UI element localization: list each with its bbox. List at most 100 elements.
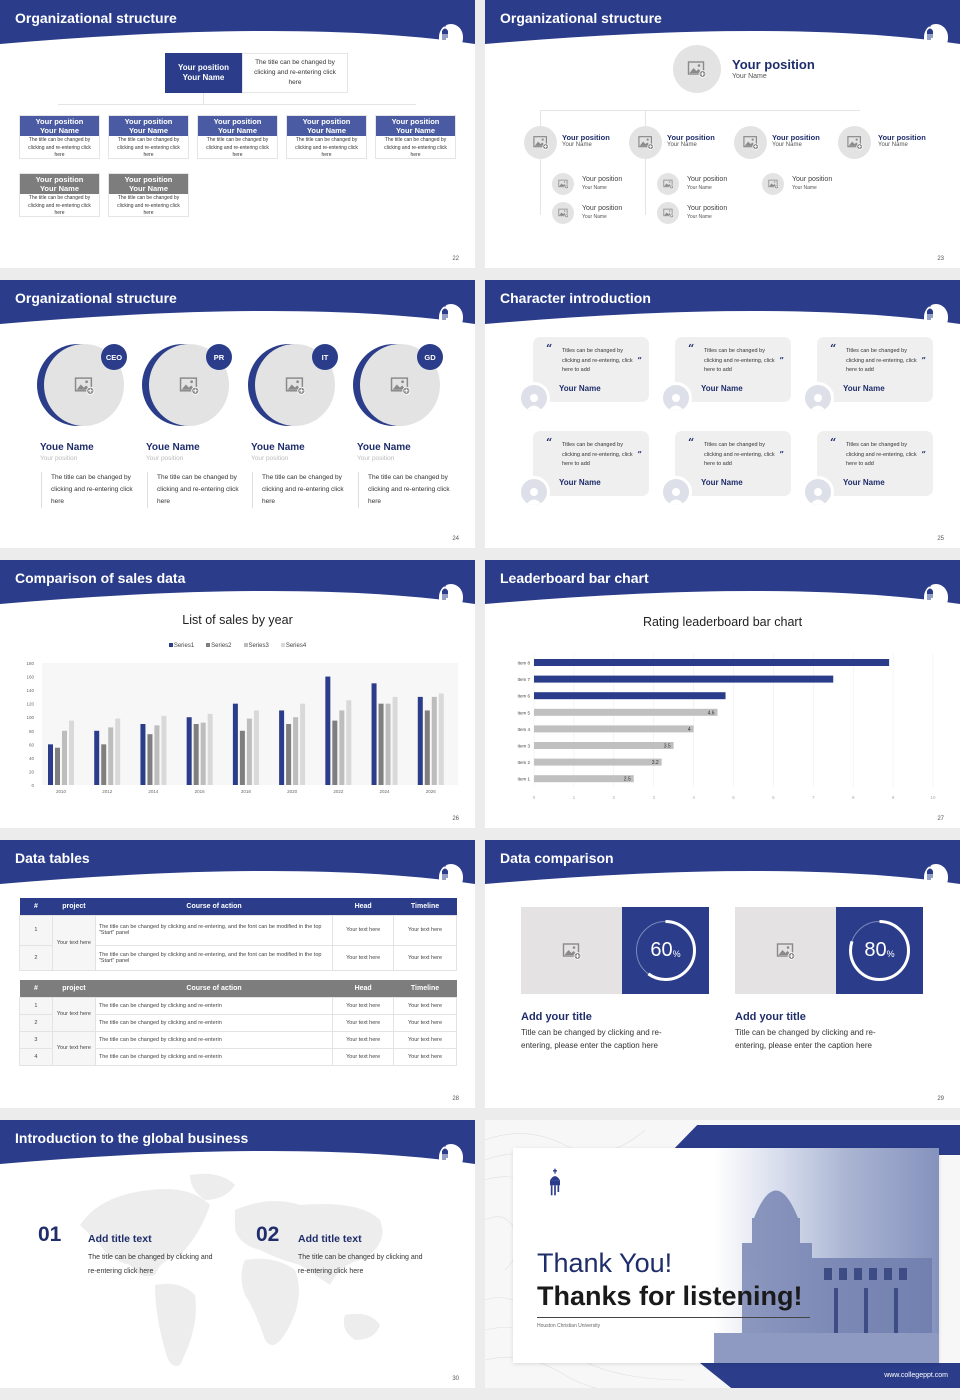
cell-head: Your text here — [332, 1030, 395, 1049]
slide-29-data-comparison[interactable]: Data comparison 60% Add your title Title… — [485, 840, 960, 1108]
name-label: Your Name — [128, 126, 169, 135]
svg-text:Item 8: Item 8 — [517, 661, 530, 666]
testimonial-card[interactable]: “ Titles can be changed by clicking and … — [533, 337, 649, 402]
page-number: 27 — [937, 816, 944, 822]
percent-value: 60 — [650, 939, 673, 961]
col-header-timeline: Timeline — [393, 898, 457, 915]
col-header-project: project — [52, 980, 96, 997]
slide-27-leaderboard[interactable]: Leaderboard bar chart Rating leaderboard… — [485, 560, 960, 828]
top-description: The title can be changed by clicking and… — [242, 53, 348, 93]
cell-timeline: Your text here — [393, 1047, 457, 1066]
decorative-band — [700, 1363, 960, 1388]
image-placeholder[interactable] — [762, 173, 784, 195]
table-row[interactable]: 3 Your text here The title can be change… — [19, 1030, 457, 1066]
svg-text:2022: 2022 — [333, 789, 344, 794]
slide-header: Character introduction — [485, 280, 960, 330]
member-photo[interactable]: GD — [353, 344, 443, 429]
col-header-num: # — [19, 980, 53, 997]
slide-23-org-structure[interactable]: Organizational structure Your position Y… — [485, 0, 960, 268]
position-label: Your position — [582, 205, 623, 212]
cell-head: Your text here — [332, 996, 395, 1015]
university-logo-icon — [549, 1167, 561, 1197]
org-card[interactable]: Your position Your Name The title can be … — [108, 173, 189, 217]
image-placeholder[interactable] — [657, 173, 679, 195]
svg-text:3.5: 3.5 — [664, 744, 671, 750]
testimonial-card[interactable]: “ Titles can be changed by clicking and … — [675, 337, 791, 402]
page-number: 25 — [937, 536, 944, 542]
connector-line — [540, 110, 860, 111]
slide-28-data-tables[interactable]: Data tables # project Course of action H… — [0, 840, 475, 1108]
slide-title: Leaderboard bar chart — [500, 570, 649, 586]
item-number: 02 — [256, 1223, 280, 1246]
quote-open-icon: “ — [830, 342, 837, 355]
name-label: Your Name — [39, 184, 80, 193]
org-card[interactable]: Your position Your Name The title can be … — [19, 115, 100, 159]
website-link[interactable]: www.collegeppt.com — [884, 1372, 948, 1379]
slide-26-sales-chart[interactable]: Comparison of sales data List of sales b… — [0, 560, 475, 828]
member-position: Your position — [146, 455, 184, 462]
org-card[interactable]: Your position Your Name The title can be … — [197, 115, 278, 159]
testimonial-card[interactable]: “ Titles can be changed by clicking and … — [817, 337, 933, 402]
testimonial-text: Titles can be changed by clicking and re… — [704, 348, 775, 373]
slide-30-global-business[interactable]: Introduction to the global business 01 A… — [0, 1120, 475, 1388]
image-placeholder[interactable] — [657, 202, 679, 224]
university-logo-icon — [439, 304, 463, 330]
testimonial-card[interactable]: “ Titles can be changed by clicking and … — [533, 431, 649, 496]
image-placeholder[interactable] — [838, 126, 871, 159]
testimonial-card[interactable]: “ Titles can be changed by clicking and … — [675, 431, 791, 496]
member-photo[interactable]: IT — [248, 344, 338, 429]
svg-text:0: 0 — [533, 795, 536, 800]
image-placeholder[interactable] — [734, 126, 767, 159]
svg-text:7: 7 — [812, 795, 815, 800]
slide-title: Organizational structure — [15, 290, 177, 306]
slide-22-org-structure[interactable]: Organizational structure Your position Y… — [0, 0, 475, 268]
svg-text:0: 0 — [31, 783, 34, 788]
cell-timeline: Your text here — [393, 944, 457, 971]
item-description: The title can be changed by clicking and… — [298, 1254, 423, 1275]
page-number: 30 — [452, 1376, 459, 1382]
slide-header: Organizational structure — [0, 280, 475, 330]
slide-24-org-structure[interactable]: Organizational structure CEO Youe Name Y… — [0, 280, 475, 548]
image-placeholder[interactable] — [521, 907, 622, 994]
chart-title: Rating leaderboard bar chart — [642, 615, 803, 629]
svg-text:4: 4 — [688, 727, 691, 733]
slide-31-thank-you[interactable]: Thank You! Thanks for listening! Houston… — [485, 1120, 960, 1388]
org-card[interactable]: Your position Your Name The title can be … — [19, 173, 100, 217]
member-photo[interactable]: PR — [142, 344, 232, 429]
cell-timeline: Your text here — [393, 914, 457, 946]
org-card[interactable]: Your position Your Name The title can be … — [375, 115, 456, 159]
name-label: Your Name — [878, 142, 908, 148]
member-photo[interactable]: CEO — [37, 344, 127, 429]
top-position-box[interactable]: Your position Your Name — [165, 53, 242, 93]
image-placeholder[interactable] — [552, 202, 574, 224]
org-card[interactable]: Your position Your Name The title can be … — [108, 115, 189, 159]
svg-text:2020: 2020 — [287, 789, 298, 794]
slide-header: Organizational structure — [485, 0, 960, 50]
table-row[interactable]: 4 The title can be changed by clicking a… — [19, 1047, 457, 1066]
image-placeholder[interactable] — [673, 45, 721, 93]
member-name: Youe Name — [251, 442, 305, 453]
svg-text:120: 120 — [26, 702, 34, 707]
table-row[interactable]: 1 Your text here The title can be change… — [19, 914, 457, 971]
percent-unit: % — [886, 948, 895, 959]
image-placeholder[interactable] — [524, 126, 557, 159]
cell-num: 4 — [19, 1047, 53, 1066]
cell-timeline: Your text here — [393, 1013, 457, 1032]
table-row[interactable]: 2 The title can be changed by clicking a… — [19, 944, 457, 971]
svg-text:160: 160 — [26, 675, 34, 680]
image-placeholder[interactable] — [629, 126, 662, 159]
table-row[interactable]: 2 The title can be changed by clicking a… — [19, 1013, 457, 1032]
svg-text:4.6: 4.6 — [708, 710, 715, 716]
image-placeholder[interactable] — [735, 907, 836, 994]
testimonial-text: Titles can be changed by clicking and re… — [562, 348, 633, 373]
table-row[interactable]: 1 Your text here The title can be change… — [19, 996, 457, 1032]
chart-title: List of sales by year — [182, 613, 293, 627]
image-placeholder[interactable] — [552, 173, 574, 195]
svg-text:10: 10 — [930, 795, 936, 800]
testimonial-card[interactable]: “ Titles can be changed by clicking and … — [817, 431, 933, 496]
slide-25-character-intro[interactable]: Character introduction “ Titles can be c… — [485, 280, 960, 548]
org-card[interactable]: Your position Your Name The title can be … — [286, 115, 367, 159]
position-label: Your position — [732, 57, 815, 72]
quote-open-icon: “ — [546, 342, 553, 355]
page-number: 23 — [937, 256, 944, 262]
